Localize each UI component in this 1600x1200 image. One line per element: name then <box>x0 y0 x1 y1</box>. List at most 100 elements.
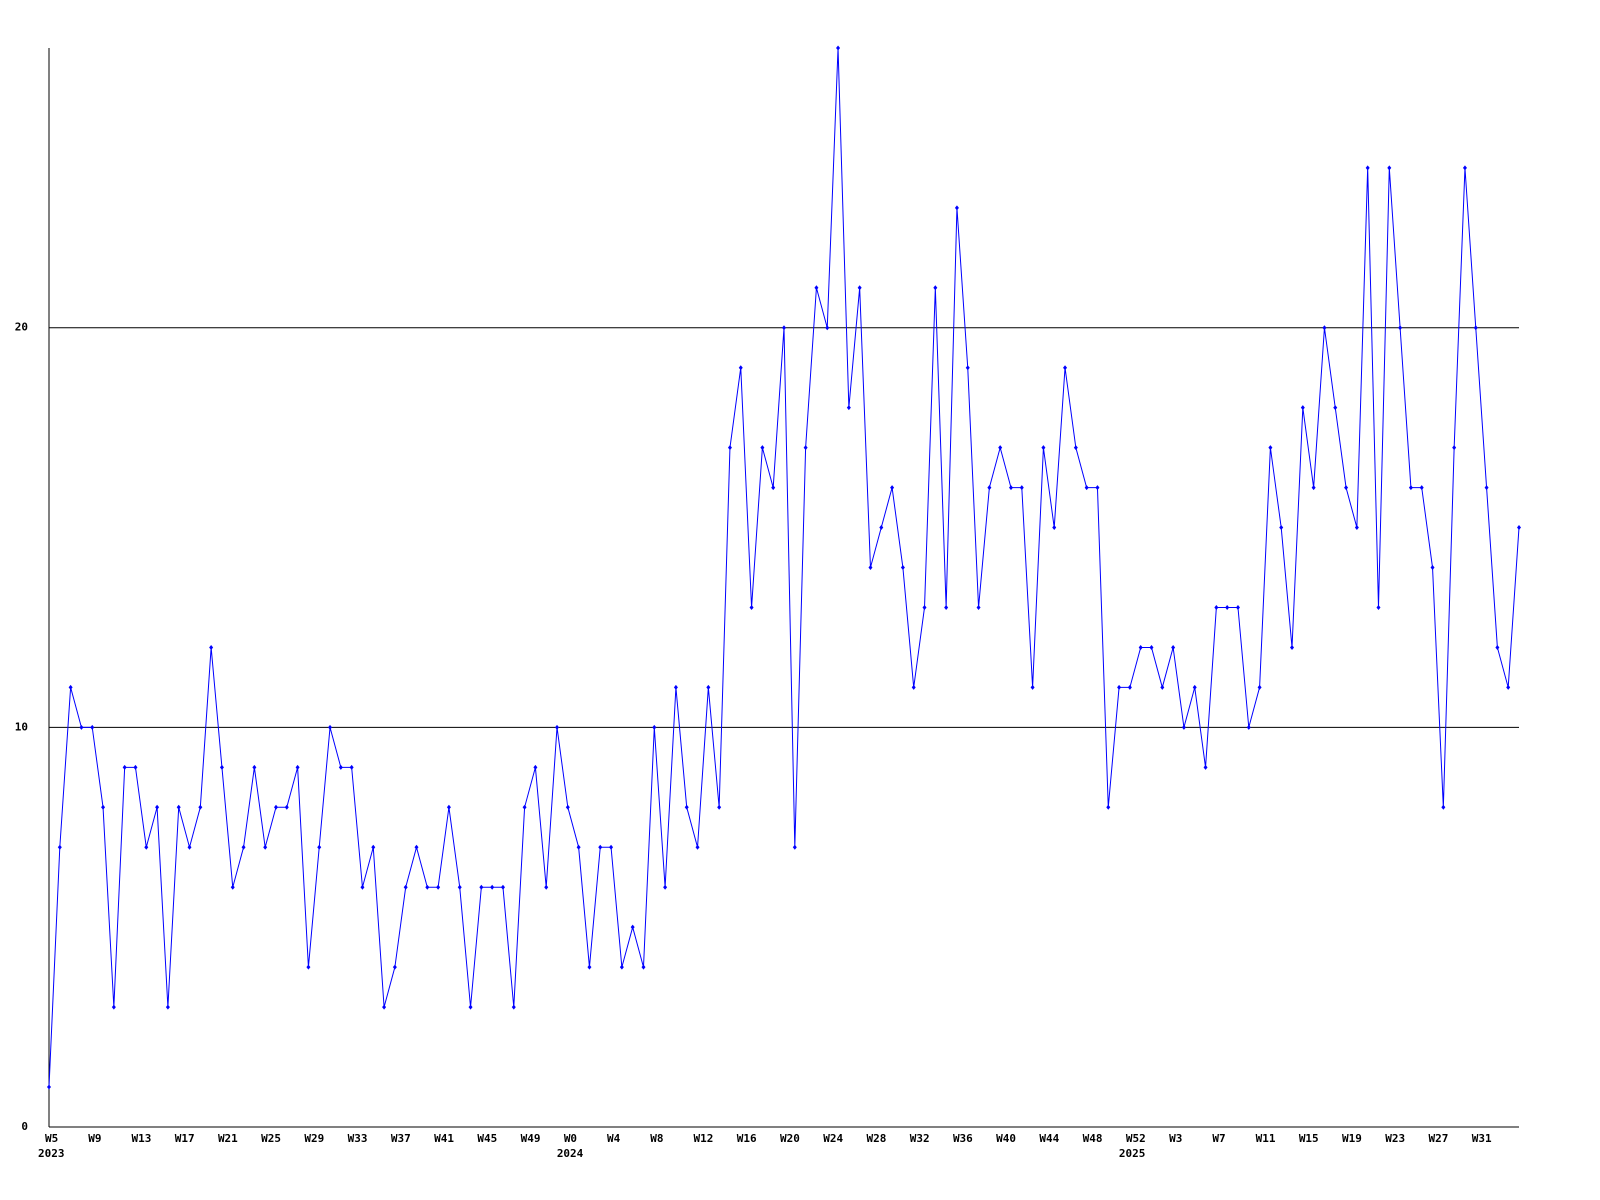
x-tick-label: W28 <box>866 1132 886 1145</box>
point <box>727 445 732 451</box>
point <box>555 724 560 730</box>
point <box>1214 604 1219 610</box>
point <box>1506 684 1511 690</box>
x-tick-label: W27 <box>1429 1132 1449 1145</box>
point <box>1225 604 1230 610</box>
point <box>176 804 181 810</box>
point <box>1473 325 1478 331</box>
point <box>1268 445 1273 451</box>
point <box>101 804 106 810</box>
point <box>133 764 138 770</box>
point <box>1019 485 1024 491</box>
x-tick-label: W21 <box>218 1132 238 1145</box>
point <box>1290 644 1295 650</box>
year-label: 2025 <box>1119 1147 1146 1160</box>
point <box>500 884 505 890</box>
point <box>544 884 549 890</box>
x-tick-label: W37 <box>391 1132 411 1145</box>
point <box>1430 565 1435 571</box>
x-tick-label: W11 <box>1256 1132 1276 1145</box>
point <box>857 285 862 291</box>
point <box>987 485 992 491</box>
point <box>392 964 397 970</box>
x-tick-label: W36 <box>953 1132 973 1145</box>
point <box>425 884 430 890</box>
point <box>1322 325 1327 331</box>
point <box>782 325 786 331</box>
point <box>738 365 743 371</box>
point <box>57 844 62 850</box>
point <box>879 525 884 531</box>
point <box>911 684 916 690</box>
point <box>695 844 700 850</box>
point <box>933 285 938 291</box>
point <box>111 1004 116 1010</box>
point <box>306 964 311 970</box>
point <box>1333 405 1338 411</box>
point <box>1452 445 1457 451</box>
point <box>1257 684 1262 690</box>
x-tick-label: W0 <box>564 1132 577 1145</box>
x-tick-label: W8 <box>650 1132 663 1145</box>
point <box>273 804 278 810</box>
point <box>1008 485 1013 491</box>
point <box>976 604 981 610</box>
point <box>1084 485 1089 491</box>
point <box>1344 485 1349 491</box>
x-tick-label: W15 <box>1299 1132 1319 1145</box>
point <box>436 884 441 890</box>
point <box>122 764 127 770</box>
point <box>1517 525 1521 531</box>
point <box>1041 445 1046 451</box>
x-tick-label: W16 <box>737 1132 757 1145</box>
x-tick-label: W32 <box>910 1132 930 1145</box>
point <box>198 804 203 810</box>
point <box>998 445 1003 451</box>
x-tick-label: W45 <box>477 1132 497 1145</box>
point <box>79 724 84 730</box>
point <box>1095 485 1100 491</box>
x-tick-label: W49 <box>521 1132 541 1145</box>
point <box>587 964 592 970</box>
point <box>706 684 711 690</box>
point <box>1484 485 1489 491</box>
point <box>717 804 722 810</box>
point <box>187 844 192 850</box>
y-tick-label: 10 <box>15 720 28 733</box>
x-tick-label: W31 <box>1472 1132 1492 1145</box>
point <box>47 1084 51 1090</box>
point <box>295 764 300 770</box>
point <box>663 884 668 890</box>
x-tick-label: W44 <box>1039 1132 1059 1145</box>
x-tick-label: W19 <box>1342 1132 1362 1145</box>
point <box>1063 365 1068 371</box>
point <box>641 964 646 970</box>
point <box>1354 525 1359 531</box>
x-tick-label: W17 <box>175 1132 195 1145</box>
point <box>403 884 408 890</box>
point <box>522 804 527 810</box>
point <box>1052 525 1057 531</box>
x-tick-label: W52 <box>1126 1132 1146 1145</box>
point <box>360 884 365 890</box>
point <box>1149 644 1154 650</box>
x-tick-label: W24 <box>823 1132 843 1145</box>
point <box>609 844 614 850</box>
year-label: 2023 <box>38 1147 65 1160</box>
point <box>965 365 970 371</box>
point <box>479 884 484 890</box>
point <box>144 844 149 850</box>
point <box>814 285 819 291</box>
point <box>1073 445 1078 451</box>
point <box>490 884 495 890</box>
x-tick-label: W33 <box>348 1132 368 1145</box>
point <box>155 804 160 810</box>
x-tick-label: W4 <box>607 1132 621 1145</box>
point <box>890 485 895 491</box>
point <box>371 844 376 850</box>
year-label: 2024 <box>557 1147 584 1160</box>
point <box>252 764 257 770</box>
point <box>652 724 657 730</box>
point <box>771 485 776 491</box>
